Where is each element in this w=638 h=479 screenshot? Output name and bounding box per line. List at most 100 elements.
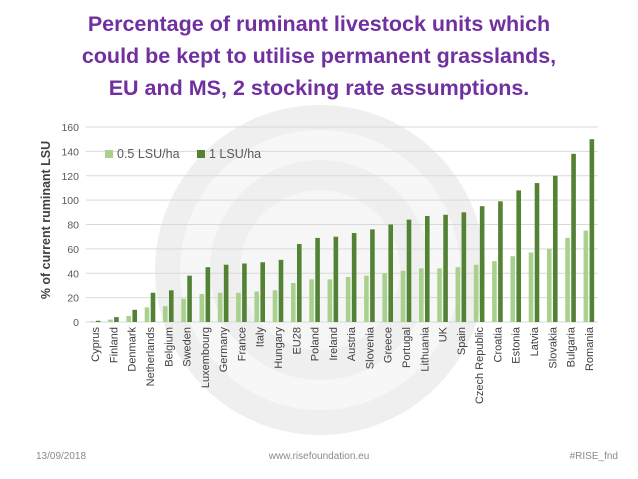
y-tick-label: 60	[67, 244, 79, 256]
bar-0-5-lsu-ha-belgium	[162, 306, 168, 322]
y-tick-label: 120	[61, 171, 79, 183]
bar-1-lsu-ha-romania	[589, 139, 595, 322]
x-tick-label-belgium: Belgium	[163, 327, 175, 367]
bar-1-lsu-ha-sweden	[187, 275, 192, 322]
x-tick-label-sweden: Sweden	[182, 327, 194, 367]
title-line-2: could be kept to utilise permanent grass…	[81, 44, 557, 68]
x-tick-label-ireland: Ireland	[328, 327, 340, 361]
bar-0-5-lsu-ha-estonia	[510, 256, 516, 322]
x-tick-label-bulgaria: Bulgaria	[566, 326, 578, 367]
bar-1-lsu-ha-poland	[315, 237, 320, 322]
bar-1-lsu-ha-denmark	[132, 309, 138, 322]
x-tick-label-hungary: Hungary	[273, 327, 285, 369]
x-tick-label-france: France	[236, 327, 248, 361]
legend-label-1-lsu: 1 LSU/ha	[209, 147, 261, 161]
bar-0-5-lsu-ha-italy	[254, 291, 260, 322]
y-tick-label: 100	[61, 195, 79, 207]
bar-1-lsu-ha-hungary	[278, 259, 284, 322]
bar-1-lsu-ha-ireland	[333, 236, 339, 322]
slide-title: Percentage of ruminant livestock units w…	[0, 8, 638, 104]
bar-1-lsu-ha-netherlands	[150, 292, 156, 322]
bar-1-lsu-ha-uk	[443, 214, 448, 322]
bar-1-lsu-ha-lithuania	[424, 215, 430, 322]
title-line-1: Percentage of ruminant livestock units w…	[87, 12, 551, 36]
legend-swatch-0-5-lsu	[105, 150, 113, 158]
x-tick-label-eu28: EU28	[291, 327, 303, 355]
y-tick-label: 0	[73, 317, 79, 329]
x-axis-labels: Cyprus Finland Denmark Netherlands Belgium Sw…	[90, 326, 596, 404]
x-tick-label-latvia: Latvia	[529, 326, 541, 356]
bar-0-5-lsu-ha-luxembourg	[199, 293, 205, 322]
x-tick-label-poland: Poland	[310, 327, 322, 361]
x-tick-label-denmark: Denmark	[127, 327, 139, 372]
bar-0-5-lsu-ha-germany	[217, 292, 223, 322]
bar-1-lsu-ha-eu28	[296, 244, 302, 322]
bar-1-lsu-ha-austria	[351, 233, 357, 322]
bar-0-5-lsu-ha-hungary	[272, 290, 278, 322]
bar-1-lsu-ha-slovenia	[370, 229, 375, 322]
bar-0-5-lsu-ha-uk	[437, 268, 442, 322]
x-tick-label-italy: Italy	[255, 327, 267, 348]
bar-0-5-lsu-ha-poland	[309, 279, 314, 322]
bar-0-5-lsu-ha-slovenia	[364, 275, 369, 322]
y-tick-label: 40	[67, 268, 79, 280]
y-axis-label: % of current ruminant LSU	[39, 141, 53, 299]
footer-hashtag: #RISE_fnd	[569, 451, 618, 462]
bar-0-5-lsu-ha-spain	[455, 267, 461, 322]
bar-0-5-lsu-ha-bulgaria	[565, 237, 570, 322]
bar-1-lsu-ha-finland	[114, 317, 119, 322]
bar-1-lsu-ha-czech-republic	[479, 206, 485, 322]
x-tick-label-slovakia: Slovakia	[547, 326, 559, 368]
bar-1-lsu-ha-greece	[388, 224, 394, 322]
bar-1-lsu-ha-spain	[461, 212, 467, 322]
bar-0-5-lsu-ha-finland	[108, 319, 113, 322]
x-tick-label-austria: Austria	[346, 326, 358, 361]
y-tick-label: 160	[61, 122, 79, 134]
bar-0-5-lsu-ha-romania	[583, 230, 589, 322]
bar-0-5-lsu-ha-portugal	[400, 270, 406, 322]
footer-date: 13/09/2018	[36, 451, 87, 462]
bar-1-lsu-ha-cyprus	[95, 320, 101, 322]
x-tick-label-netherlands: Netherlands	[145, 327, 157, 387]
x-tick-label-czech-republic: Czech Republic	[474, 327, 486, 405]
bars	[89, 139, 595, 322]
y-axis-ticks: 0 20 40 60 80 100 120 140 160	[61, 122, 79, 329]
x-tick-label-uk: UK	[438, 326, 450, 342]
x-tick-label-germany: Germany	[218, 327, 230, 373]
y-tick-label: 140	[61, 146, 79, 158]
y-tick-label: 80	[67, 220, 79, 232]
bar-1-lsu-ha-france	[242, 263, 247, 322]
bar-0-5-lsu-ha-latvia	[528, 252, 534, 322]
bar-0-5-lsu-ha-lithuania	[418, 268, 424, 322]
legend: 0.5 LSU/ha 1 LSU/ha	[105, 147, 261, 161]
bar-0-5-lsu-ha-denmark	[126, 315, 132, 322]
x-tick-label-cyprus: Cyprus	[90, 327, 102, 362]
footer-website[interactable]: www.risefoundation.eu	[268, 451, 370, 462]
bar-1-lsu-ha-croatia	[498, 201, 503, 322]
bar-1-lsu-ha-italy	[260, 262, 266, 322]
x-tick-label-lithuania: Lithuania	[419, 326, 431, 372]
bar-0-5-lsu-ha-ireland	[327, 279, 333, 322]
bar-0-5-lsu-ha-croatia	[492, 261, 497, 322]
bar-chart: 0 20 40 60 80 100 120 140 160 Cyprus Finland Denma…	[39, 122, 598, 404]
x-tick-label-luxembourg: Luxembourg	[200, 327, 212, 388]
bar-0-5-lsu-ha-cyprus	[89, 321, 95, 322]
legend-swatch-1-lsu	[197, 150, 205, 158]
bar-1-lsu-ha-luxembourg	[205, 267, 211, 322]
bar-1-lsu-ha-belgium	[168, 290, 174, 322]
bar-0-5-lsu-ha-austria	[345, 276, 351, 322]
x-tick-label-croatia: Croatia	[492, 326, 504, 362]
x-tick-label-finland: Finland	[108, 327, 120, 363]
bar-0-5-lsu-ha-slovakia	[546, 248, 552, 322]
title-line-3: EU and MS, 2 stocking rate assumptions.	[108, 76, 530, 100]
bar-1-lsu-ha-germany	[223, 264, 229, 322]
bar-0-5-lsu-ha-netherlands	[144, 307, 150, 322]
bar-1-lsu-ha-slovakia	[552, 175, 558, 322]
x-tick-label-spain: Spain	[456, 327, 468, 355]
bar-1-lsu-ha-bulgaria	[571, 153, 576, 322]
bar-0-5-lsu-ha-greece	[382, 273, 388, 322]
bar-1-lsu-ha-estonia	[516, 190, 522, 322]
bar-1-lsu-ha-latvia	[534, 183, 540, 322]
bar-1-lsu-ha-portugal	[406, 219, 412, 322]
bar-0-5-lsu-ha-sweden	[181, 298, 186, 322]
